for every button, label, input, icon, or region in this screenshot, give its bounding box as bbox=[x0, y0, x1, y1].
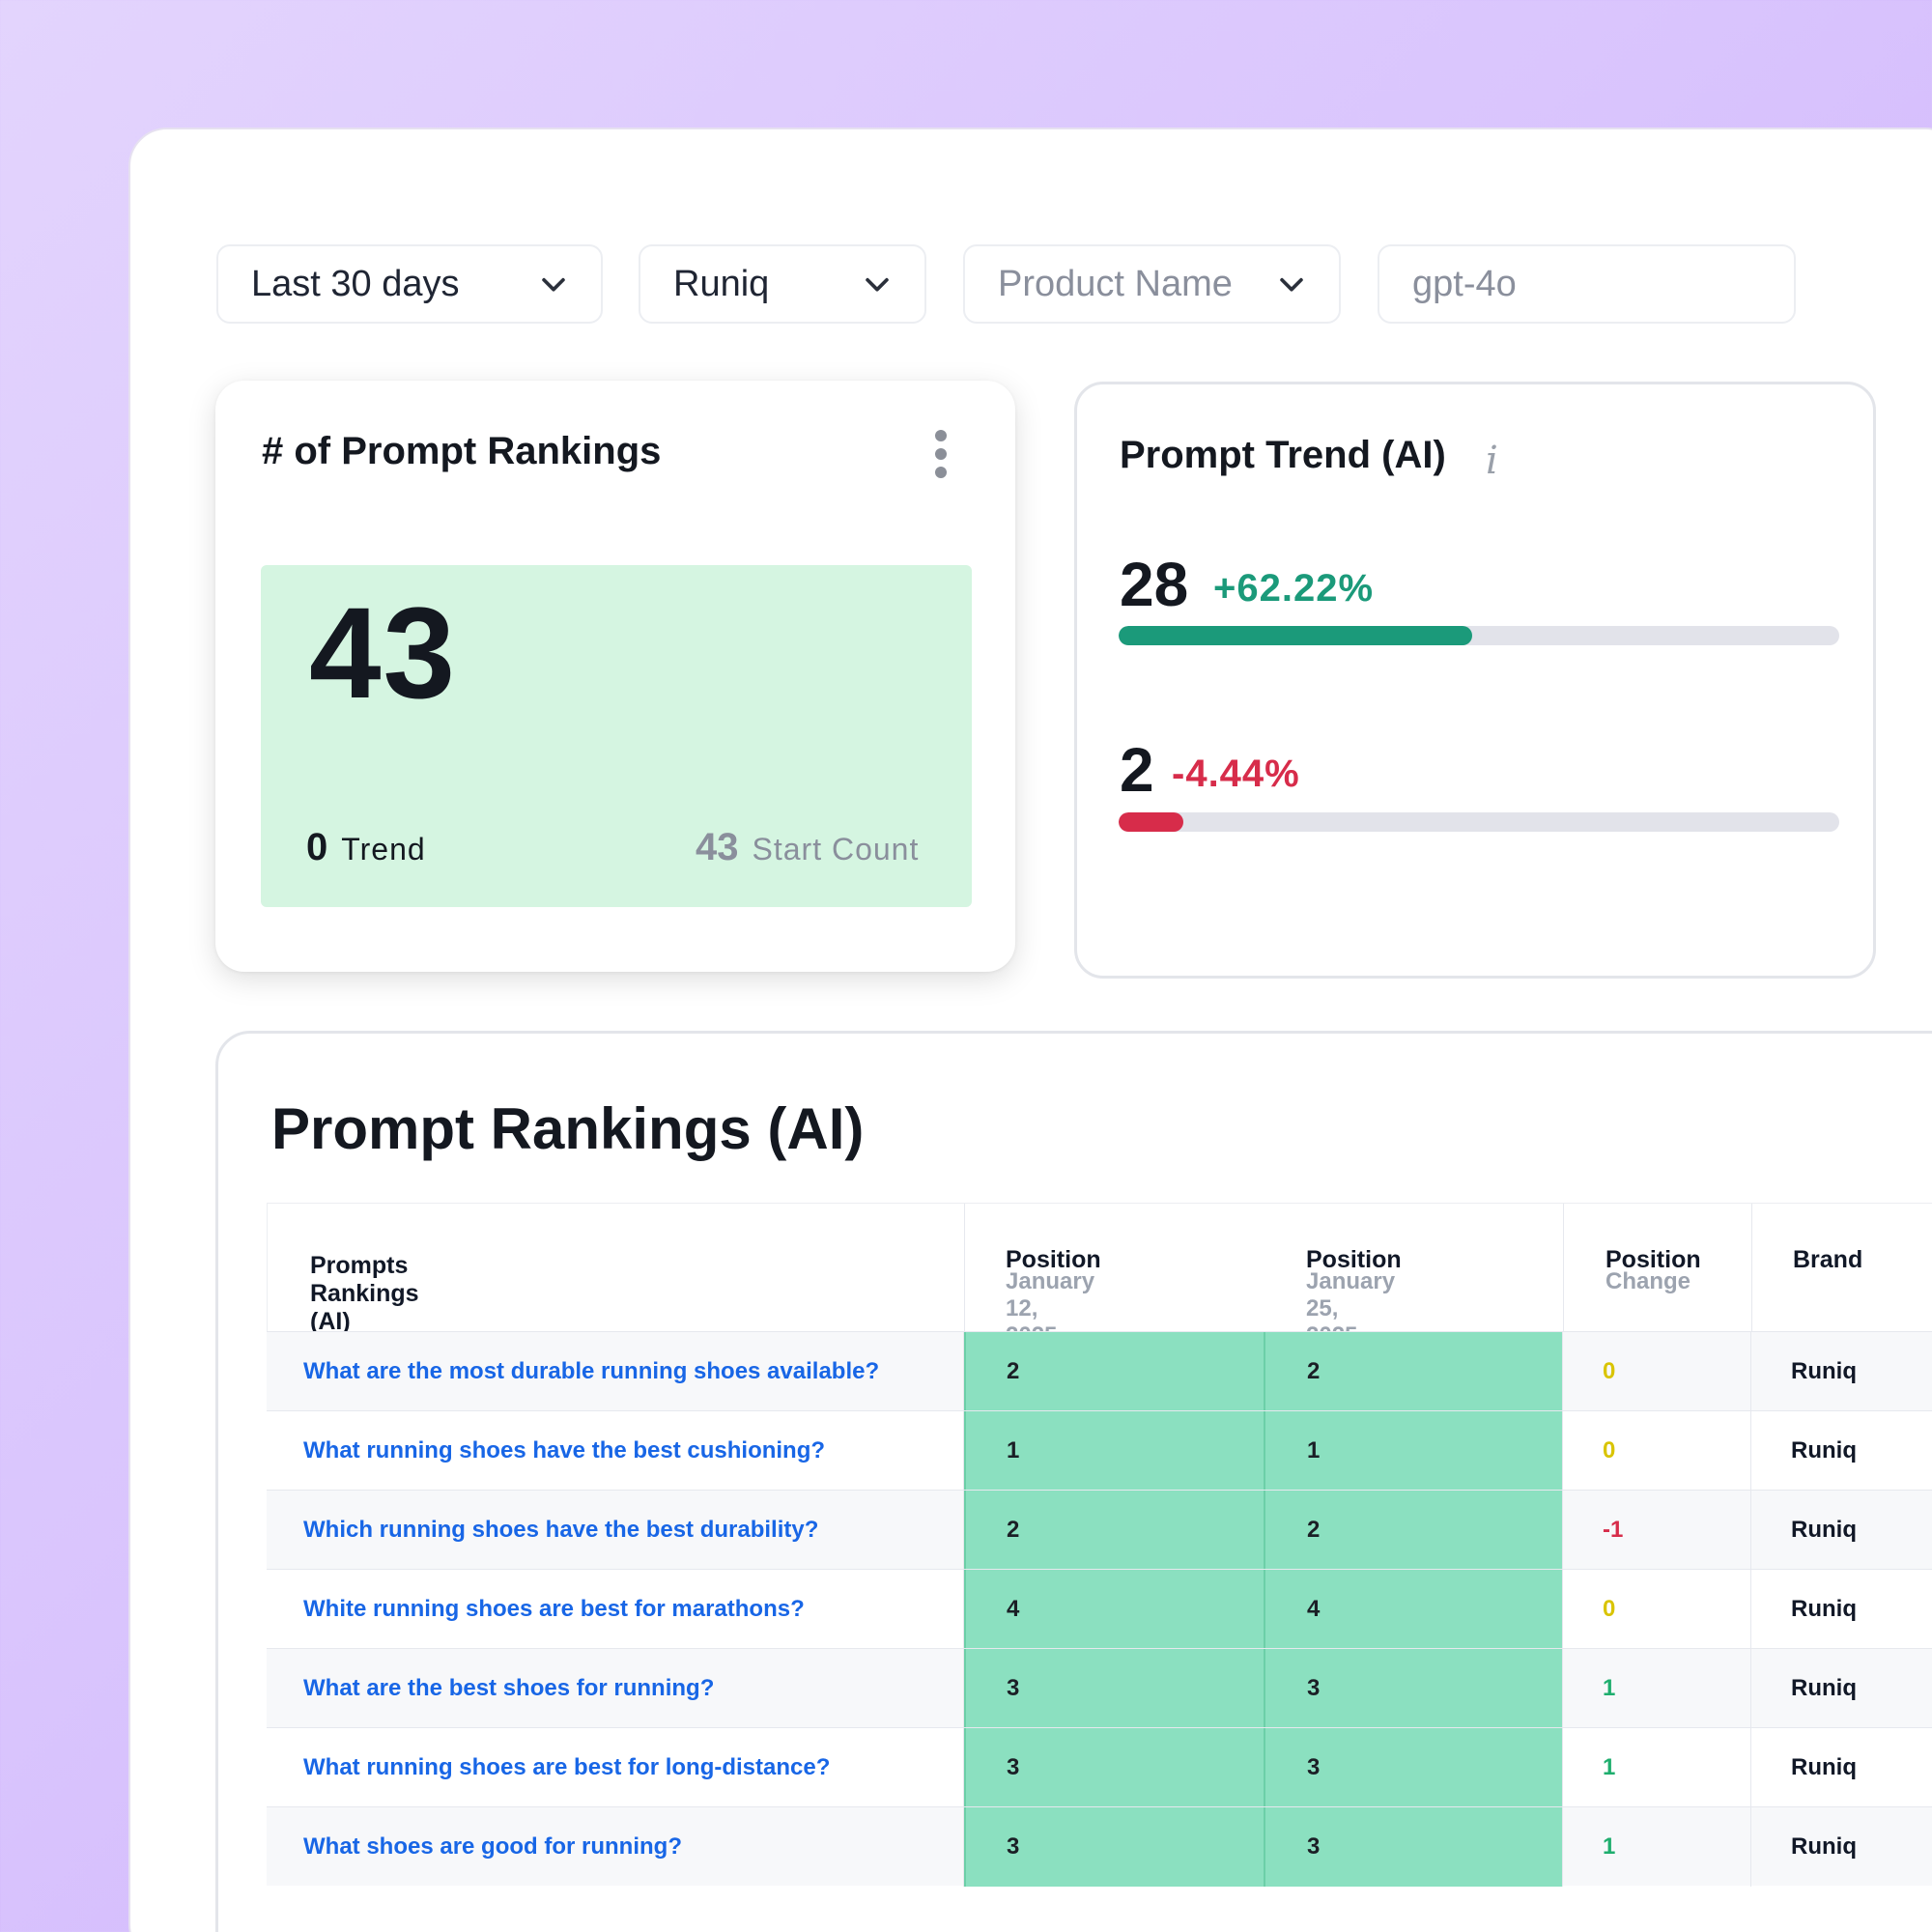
position-start-cell: 2 bbox=[964, 1332, 1264, 1411]
start-count-label: Start Count bbox=[752, 832, 920, 867]
position-change-cell: 0 bbox=[1603, 1437, 1616, 1463]
position-end-cell: 3 bbox=[1264, 1649, 1563, 1728]
trend-metric-value: 28 bbox=[1120, 550, 1189, 619]
header-change-sub: Change bbox=[1605, 1268, 1691, 1294]
position-end-cell: 2 bbox=[1264, 1332, 1563, 1411]
date-range-value: Last 30 days bbox=[251, 263, 460, 304]
position-change-cell: 0 bbox=[1603, 1358, 1616, 1384]
trend-progress-fill bbox=[1119, 812, 1184, 832]
trend-label: Trend bbox=[341, 832, 426, 867]
brand-cell: Runiq bbox=[1791, 1596, 1857, 1622]
model-input[interactable]: gpt-4o bbox=[1378, 244, 1796, 324]
table-title: Prompt Rankings (AI) bbox=[271, 1096, 865, 1161]
date-range-dropdown[interactable]: Last 30 days bbox=[216, 244, 603, 324]
brand-dropdown[interactable]: Runiq bbox=[639, 244, 926, 324]
position-change-cell: 1 bbox=[1603, 1754, 1616, 1780]
table-row: What running shoes have the best cushion… bbox=[267, 1410, 1932, 1491]
trend-value: 0 bbox=[306, 826, 328, 868]
brand-cell: Runiq bbox=[1791, 1675, 1857, 1701]
position-change-cell: 1 bbox=[1603, 1833, 1616, 1860]
header-position-2-title: Position bbox=[1306, 1246, 1402, 1273]
position-end-cell: 3 bbox=[1264, 1728, 1563, 1807]
model-value: gpt-4o bbox=[1412, 263, 1517, 304]
table-row: White running shoes are best for maratho… bbox=[267, 1569, 1932, 1649]
brand-cell: Runiq bbox=[1791, 1358, 1857, 1384]
brand-cell: Runiq bbox=[1791, 1833, 1857, 1860]
position-change-cell: -1 bbox=[1603, 1517, 1624, 1543]
table-row: What are the most durable running shoes … bbox=[267, 1331, 1932, 1411]
product-name-dropdown[interactable]: Product Name bbox=[963, 244, 1341, 324]
prompt-trend-title: Prompt Trend (AI) bbox=[1120, 434, 1446, 476]
position-start-cell: 3 bbox=[964, 1728, 1264, 1807]
table-row: What shoes are good for running? 3 3 1 Runiq bbox=[267, 1806, 1932, 1887]
position-end-cell: 2 bbox=[1264, 1491, 1563, 1570]
trend-progress-bar bbox=[1119, 812, 1839, 832]
prompt-link[interactable]: Which running shoes have the best durabi… bbox=[303, 1517, 819, 1543]
brand-cell: Runiq bbox=[1791, 1437, 1857, 1463]
prompt-link[interactable]: What are the most durable running shoes … bbox=[303, 1358, 880, 1384]
header-change-title: Position bbox=[1605, 1246, 1701, 1273]
trend-progress-fill bbox=[1119, 626, 1472, 645]
header-brand-label: Brand bbox=[1793, 1246, 1863, 1273]
trend-metric-change: -4.44% bbox=[1172, 753, 1300, 795]
start-count-value: 43 bbox=[696, 826, 739, 868]
trend-summary: 0 Trend bbox=[306, 826, 426, 869]
prompt-link[interactable]: What running shoes have the best cushion… bbox=[303, 1437, 826, 1463]
chevron-down-icon bbox=[542, 277, 565, 292]
trend-metric-value: 2 bbox=[1120, 735, 1154, 805]
position-change-cell: 1 bbox=[1603, 1675, 1616, 1701]
brand-value: Runiq bbox=[673, 263, 770, 304]
trend-progress-bar bbox=[1119, 626, 1839, 645]
prompt-rankings-title: # of Prompt Rankings bbox=[262, 430, 662, 472]
prompt-link[interactable]: What are the best shoes for running? bbox=[303, 1675, 715, 1701]
brand-cell: Runiq bbox=[1791, 1517, 1857, 1543]
rankings-table: Prompts Rankings (AI) Position January 1… bbox=[267, 1203, 1932, 1887]
position-start-cell: 3 bbox=[964, 1649, 1264, 1728]
start-count-summary: 43 Start Count bbox=[696, 826, 919, 869]
chevron-down-icon bbox=[1280, 277, 1303, 292]
table-header: Prompts Rankings (AI) Position January 1… bbox=[267, 1203, 1932, 1349]
position-start-cell: 3 bbox=[964, 1807, 1264, 1887]
header-prompt-label: Prompts Rankings (AI) bbox=[310, 1252, 419, 1335]
prompt-link[interactable]: What shoes are good for running? bbox=[303, 1833, 682, 1860]
position-end-cell: 1 bbox=[1264, 1411, 1563, 1491]
position-start-cell: 4 bbox=[964, 1570, 1264, 1649]
position-end-cell: 3 bbox=[1264, 1807, 1563, 1887]
rankings-highlight-box bbox=[261, 565, 972, 907]
position-start-cell: 2 bbox=[964, 1491, 1264, 1570]
table-body: What are the most durable running shoes … bbox=[267, 1331, 1932, 1887]
position-start-cell: 1 bbox=[964, 1411, 1264, 1491]
position-change-cell: 0 bbox=[1603, 1596, 1616, 1622]
prompt-trend-card bbox=[1074, 382, 1876, 979]
info-icon[interactable]: i bbox=[1486, 439, 1498, 483]
table-row: Which running shoes have the best durabi… bbox=[267, 1490, 1932, 1570]
kebab-vertical-icon[interactable] bbox=[935, 430, 949, 480]
position-end-cell: 4 bbox=[1264, 1570, 1563, 1649]
prompt-link[interactable]: White running shoes are best for maratho… bbox=[303, 1596, 805, 1622]
rankings-count: 43 bbox=[309, 582, 458, 725]
trend-metric-change: +62.22% bbox=[1213, 567, 1375, 610]
prompt-link[interactable]: What running shoes are best for long-dis… bbox=[303, 1754, 831, 1780]
chevron-down-icon bbox=[866, 277, 889, 292]
brand-cell: Runiq bbox=[1791, 1754, 1857, 1780]
product-name-placeholder: Product Name bbox=[998, 263, 1233, 304]
header-position-1-title: Position bbox=[1006, 1246, 1101, 1273]
table-row: What are the best shoes for running? 3 3 1 R… bbox=[267, 1648, 1932, 1728]
table-row: What running shoes are best for long-dis… bbox=[267, 1727, 1932, 1807]
